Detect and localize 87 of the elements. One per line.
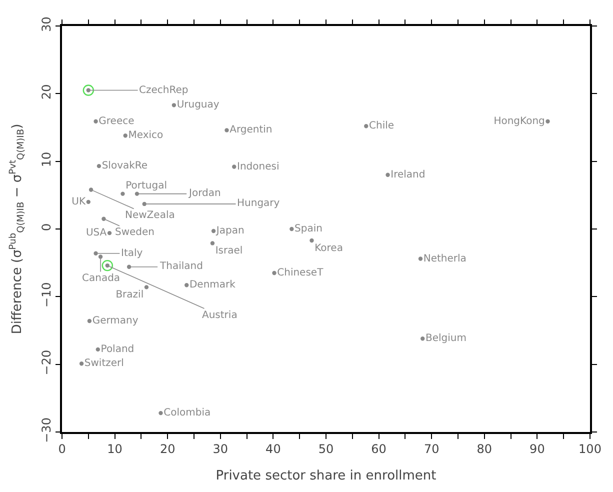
data-label: Canada bbox=[82, 273, 120, 284]
x-tick-label: 100 bbox=[578, 442, 602, 456]
point bbox=[94, 251, 98, 256]
data-label: Switzerl bbox=[84, 358, 124, 370]
point bbox=[82, 84, 94, 96]
point bbox=[120, 192, 125, 196]
data-label: Indonesi bbox=[237, 161, 280, 172]
point bbox=[123, 134, 128, 138]
data-label: Chile bbox=[369, 120, 394, 132]
point bbox=[98, 254, 103, 259]
data-label: SlovakRe bbox=[102, 160, 148, 172]
data-label: Japan bbox=[215, 226, 244, 237]
data-label: Austria bbox=[202, 310, 238, 321]
point bbox=[134, 192, 140, 196]
data-label: Sweden bbox=[115, 227, 155, 238]
y-tick-label: 20 bbox=[39, 84, 54, 100]
x-tick-label: 60 bbox=[371, 442, 386, 456]
point bbox=[94, 119, 98, 124]
y-tick-label: −30 bbox=[39, 418, 54, 443]
point bbox=[96, 347, 100, 352]
y-tick-label: 0 bbox=[39, 223, 54, 232]
data-label: Portugal bbox=[126, 180, 168, 192]
point bbox=[364, 124, 368, 128]
data-label: Argentin bbox=[230, 124, 272, 136]
data-label: UK bbox=[72, 196, 86, 208]
y-tick-label: −20 bbox=[39, 350, 54, 376]
x-tick-label: 20 bbox=[160, 442, 176, 456]
point bbox=[96, 164, 102, 168]
point bbox=[88, 188, 94, 192]
data-label: Israel bbox=[215, 246, 243, 257]
data-label: ChineseT bbox=[277, 267, 324, 278]
point bbox=[142, 202, 146, 206]
data-label: Italy bbox=[121, 248, 143, 259]
point bbox=[158, 410, 163, 416]
x-tick-label: 80 bbox=[476, 442, 492, 456]
point bbox=[102, 260, 114, 272]
point bbox=[86, 200, 90, 204]
data-label: NewZeala bbox=[125, 210, 175, 221]
x-tick-label: 0 bbox=[58, 442, 66, 456]
point bbox=[79, 362, 84, 366]
data-label: Spain bbox=[294, 224, 323, 234]
data-label: Uruguay bbox=[176, 100, 220, 111]
y-tick-label: 30 bbox=[39, 16, 54, 32]
point bbox=[310, 238, 314, 243]
point bbox=[102, 216, 106, 221]
y-tick-label: −10 bbox=[39, 282, 54, 308]
point bbox=[172, 103, 176, 108]
point bbox=[211, 228, 216, 234]
x-tick-label: 70 bbox=[424, 442, 440, 456]
data-label: CzechRep bbox=[139, 85, 188, 96]
point bbox=[224, 128, 229, 132]
data-label: Hungary bbox=[237, 198, 280, 209]
point bbox=[184, 283, 189, 288]
x-tick-label: 40 bbox=[266, 442, 281, 456]
point bbox=[87, 318, 92, 324]
point bbox=[420, 336, 425, 341]
point bbox=[210, 241, 215, 246]
point bbox=[272, 270, 276, 276]
data-label: Ireland bbox=[390, 169, 426, 180]
x-tick-label: 50 bbox=[318, 442, 334, 456]
point bbox=[546, 119, 550, 124]
point bbox=[418, 256, 423, 261]
data-label: Greece bbox=[98, 116, 134, 127]
point bbox=[144, 285, 149, 290]
data-label: Netherla bbox=[423, 253, 466, 264]
data-label: Jordan bbox=[188, 188, 221, 199]
point bbox=[232, 164, 236, 169]
data-label: Colombia bbox=[164, 408, 211, 419]
point bbox=[107, 230, 112, 236]
data-label: Denmark bbox=[189, 280, 236, 291]
x-axis-title: Private sector share in enrollment bbox=[216, 468, 436, 484]
data-label: USA bbox=[86, 228, 107, 239]
y-tick-label: 10 bbox=[39, 152, 54, 168]
data-label: Germany bbox=[92, 316, 138, 327]
data-label: Korea bbox=[314, 242, 343, 254]
data-label: Poland bbox=[100, 344, 134, 355]
data-label: Brazil bbox=[116, 290, 144, 301]
data-label: Belgium bbox=[425, 333, 466, 344]
data-label: HongKong bbox=[494, 116, 545, 127]
data-label: Mexico bbox=[128, 130, 164, 142]
point bbox=[290, 226, 294, 232]
point bbox=[126, 264, 132, 269]
x-tick-label: 10 bbox=[107, 442, 122, 456]
point bbox=[386, 172, 390, 177]
x-tick-label: 30 bbox=[212, 442, 228, 456]
data-label: Thailand bbox=[159, 261, 203, 272]
x-tick-label: 90 bbox=[530, 442, 545, 456]
